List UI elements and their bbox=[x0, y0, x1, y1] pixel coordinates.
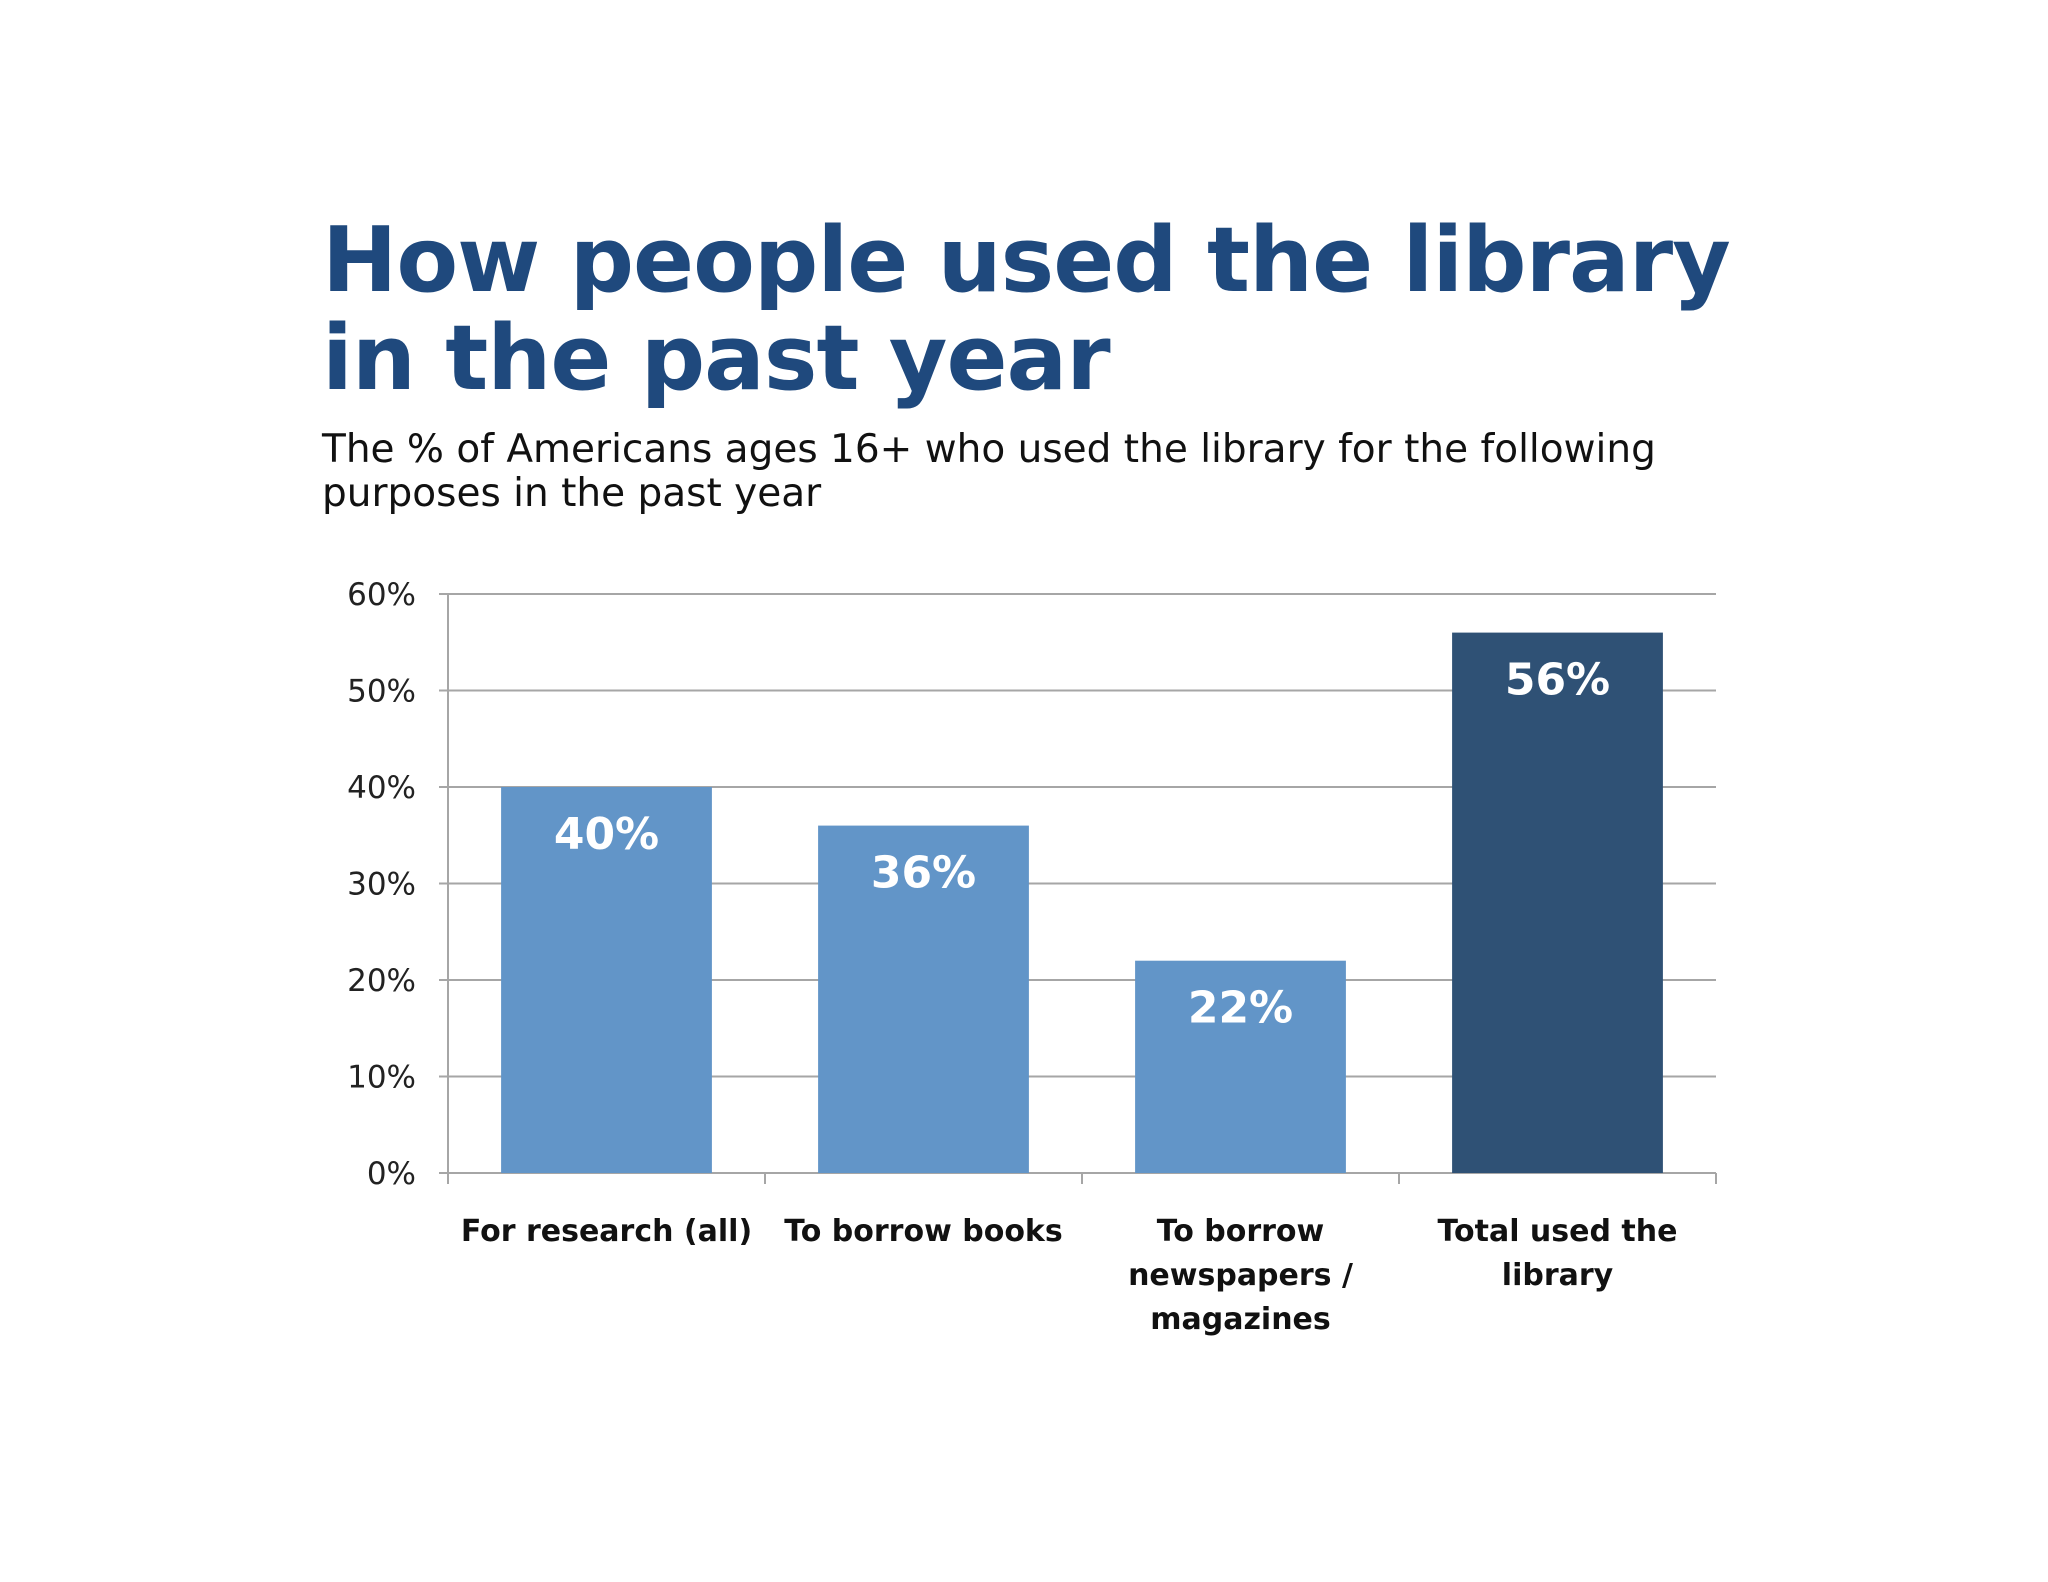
data-label: 40% bbox=[554, 809, 659, 860]
bar bbox=[501, 787, 712, 1173]
chart-title: How people used the library in the past … bbox=[322, 208, 1731, 411]
data-label: 22% bbox=[1188, 983, 1293, 1034]
bar bbox=[1452, 632, 1663, 1173]
x-tick-label: magazines bbox=[1150, 1302, 1331, 1337]
chart-subtitle: The % of Americans ages 16+ who used the… bbox=[322, 427, 1656, 516]
x-tick-label: To borrow bbox=[1157, 1214, 1325, 1249]
y-tick-label: 20% bbox=[347, 963, 416, 999]
y-tick-label: 60% bbox=[347, 577, 416, 613]
x-tick-label: newspapers / bbox=[1128, 1258, 1353, 1293]
x-tick-label: library bbox=[1502, 1258, 1614, 1293]
bar bbox=[1135, 960, 1346, 1173]
bars bbox=[501, 632, 1663, 1173]
labels: 0% 10% 20% 30% 40% 50% 60% 40% For research (all… bbox=[347, 577, 1677, 1337]
axes bbox=[439, 593, 1717, 1184]
x-tick-label: For research (all) bbox=[461, 1214, 752, 1249]
y-tick-label: 50% bbox=[347, 674, 416, 710]
bar bbox=[818, 825, 1029, 1173]
data-label: 56% bbox=[1505, 655, 1610, 706]
y-tick-label: 10% bbox=[347, 1060, 416, 1096]
x-tick-label: Total used the bbox=[1438, 1214, 1678, 1249]
y-tick-label: 40% bbox=[347, 770, 416, 806]
y-tick-label: 30% bbox=[347, 867, 416, 903]
y-tick-label: 0% bbox=[367, 1156, 416, 1192]
x-tick-label: To borrow books bbox=[784, 1214, 1062, 1249]
data-label: 36% bbox=[871, 848, 976, 899]
